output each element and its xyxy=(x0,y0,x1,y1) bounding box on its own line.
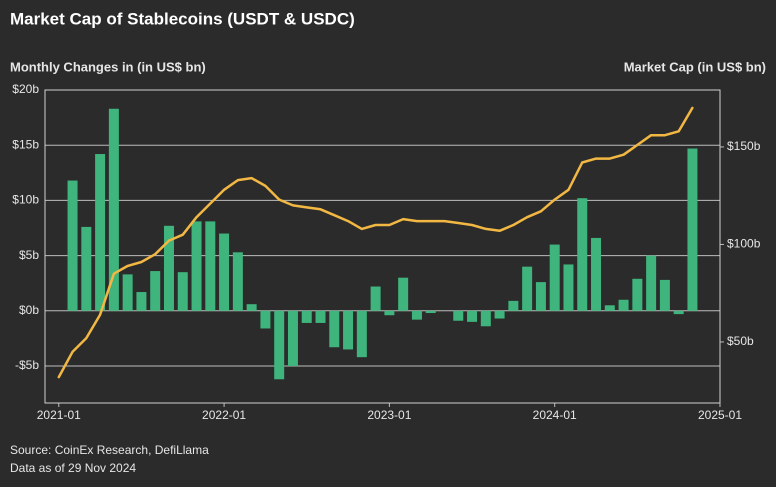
bar xyxy=(563,264,574,311)
y2-tick-label: $100b xyxy=(727,237,761,251)
bar xyxy=(508,300,519,311)
y-axis-label: Monthly Changes in (in US$ bn) xyxy=(10,59,206,74)
bar xyxy=(411,310,422,320)
bar xyxy=(618,299,629,311)
y-tick-label: $20b xyxy=(12,82,39,96)
bar xyxy=(343,310,354,350)
bar xyxy=(494,310,505,319)
bar xyxy=(384,310,395,316)
bar xyxy=(191,221,202,311)
bar xyxy=(136,292,147,311)
bar xyxy=(150,271,161,311)
bar xyxy=(604,305,615,311)
x-tick-label: 2022-01 xyxy=(202,408,246,422)
bar xyxy=(177,272,188,311)
bar xyxy=(425,310,436,314)
bar xyxy=(646,255,657,311)
x-tick-label: 2024-01 xyxy=(533,408,577,422)
bar xyxy=(95,154,106,311)
bar xyxy=(301,310,312,323)
bar xyxy=(287,310,298,367)
y2-axis-label: Market Cap (in US$ bn) xyxy=(624,59,766,74)
bar xyxy=(260,310,271,329)
bar xyxy=(219,233,230,311)
bar xyxy=(467,310,478,322)
plot-frame xyxy=(44,89,721,404)
y-tick-label: -$5b xyxy=(15,358,39,372)
bar xyxy=(246,304,257,311)
bar xyxy=(122,274,133,311)
bar xyxy=(549,244,560,311)
bar xyxy=(81,226,92,311)
bar xyxy=(329,310,340,348)
bar xyxy=(522,266,533,311)
line xyxy=(57,106,694,379)
source: Source: CoinEx Research, DefiLlama xyxy=(10,443,209,457)
bar xyxy=(205,221,216,311)
bar xyxy=(632,278,643,311)
bar xyxy=(108,108,119,311)
y-tick-label: $10b xyxy=(12,193,39,207)
bar xyxy=(232,252,243,311)
bar xyxy=(480,310,491,327)
bar xyxy=(591,237,602,311)
bar xyxy=(370,286,381,311)
bar xyxy=(315,310,326,323)
bar xyxy=(659,279,670,311)
bar xyxy=(67,180,78,311)
bar xyxy=(673,310,684,315)
bar xyxy=(356,310,367,358)
bar xyxy=(274,310,285,380)
bar xyxy=(398,277,409,311)
bar xyxy=(453,310,464,321)
x-tick-label: 2021-01 xyxy=(37,408,81,422)
x-tick-label: 2023-01 xyxy=(367,408,411,422)
bar xyxy=(687,148,698,311)
x-tick-label: 2025-01 xyxy=(698,408,742,422)
bar xyxy=(535,282,546,311)
bar xyxy=(163,225,174,311)
y-tick-label: $5b xyxy=(19,248,39,262)
chart-title: Market Cap of Stablecoins (USDT & USDC) xyxy=(10,9,355,28)
y2-tick-label: $150b xyxy=(727,139,761,153)
bar xyxy=(577,198,588,311)
y-tick-label: $15b xyxy=(12,137,39,151)
y2-tick-label: $50b xyxy=(727,334,754,348)
note: Data as of 29 Nov 2024 xyxy=(10,461,136,475)
y-tick-label: $0b xyxy=(19,303,39,317)
